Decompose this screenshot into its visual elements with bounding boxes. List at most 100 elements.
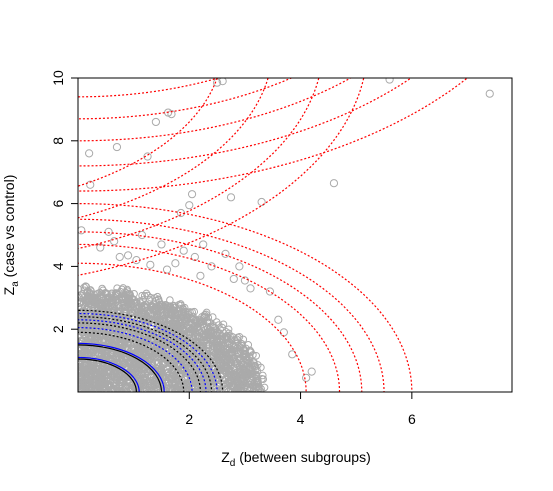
cloud-point	[183, 365, 192, 374]
dense-point-cloud	[78, 282, 269, 392]
cloud-point	[81, 282, 90, 290]
data-point-36	[265, 287, 275, 296]
cloud-point	[78, 314, 87, 323]
cloud-point	[111, 385, 120, 392]
cloud-point	[170, 307, 179, 315]
cloud-point	[207, 336, 216, 345]
cloud-point	[181, 387, 190, 392]
data-point-34	[246, 284, 255, 293]
cloud-point	[110, 374, 119, 383]
cloud-point	[227, 340, 236, 349]
cloud-point	[130, 299, 139, 308]
cloud-point	[128, 295, 137, 303]
data-point-1	[85, 149, 94, 158]
cloud-point	[207, 330, 216, 339]
cloud-point	[94, 374, 103, 382]
cloud-point	[252, 351, 261, 360]
cloud-point	[105, 294, 114, 303]
data-point-11	[143, 152, 152, 161]
cloud-point	[161, 332, 170, 340]
cloud-point	[179, 307, 188, 315]
red-boundary-1	[78, 78, 293, 120]
cloud-point	[118, 318, 127, 327]
y-axis: 2 4 6 8 10	[50, 70, 78, 333]
data-point-41	[307, 367, 316, 376]
cloud-point	[78, 290, 87, 298]
cloud-point	[95, 293, 104, 301]
plot-frame	[77, 77, 513, 393]
data-point-39	[288, 350, 297, 359]
cloud-point	[186, 352, 195, 360]
cloud-point	[177, 375, 186, 384]
cloud-point	[230, 375, 238, 383]
cloud-point	[133, 367, 141, 375]
data-point-30	[226, 193, 236, 202]
data-point-7	[115, 252, 124, 262]
cloud-point	[223, 340, 232, 348]
data-point-6	[112, 142, 122, 152]
cloud-point	[160, 323, 168, 332]
cloud-point	[247, 368, 256, 376]
red-boundary-7	[78, 78, 320, 250]
cloud-point	[106, 303, 114, 312]
cloud-point	[151, 353, 160, 362]
cloud-point	[176, 361, 185, 370]
cloud-point	[193, 360, 201, 368]
cloud-point	[188, 323, 197, 332]
cloud-point	[117, 387, 125, 392]
cloud-point	[182, 357, 190, 366]
cloud-point	[210, 371, 219, 380]
cloud-point	[129, 332, 138, 341]
data-point-4	[104, 227, 113, 236]
data-point-22	[187, 190, 197, 199]
cloud-point	[124, 290, 132, 298]
data-point-20	[179, 246, 188, 255]
cloud-point	[192, 316, 200, 325]
cloud-point	[199, 360, 207, 369]
cloud-point	[188, 308, 197, 316]
cloud-point	[235, 342, 244, 351]
cloud-point	[221, 360, 230, 368]
cloud-point	[105, 322, 113, 331]
cloud-point	[107, 296, 115, 304]
x-axis-title-main: Z	[221, 449, 230, 465]
cloud-point	[234, 361, 242, 369]
cloud-point	[169, 375, 177, 384]
cloud-point	[102, 304, 111, 313]
cloud-point	[113, 289, 121, 298]
data-point-42	[329, 179, 339, 188]
cloud-point	[126, 320, 135, 329]
cloud-point	[219, 366, 228, 375]
y-axis-title-main: Z	[1, 286, 17, 295]
cloud-point	[181, 385, 190, 392]
cloud-point	[183, 386, 191, 392]
cloud-point	[97, 294, 106, 302]
cloud-point	[216, 336, 225, 344]
cloud-point	[140, 302, 148, 310]
cloud-point	[192, 342, 201, 350]
data-point-29	[221, 249, 230, 258]
cloud-point	[177, 352, 186, 360]
cloud-point	[88, 385, 97, 392]
cloud-point	[166, 296, 174, 304]
cloud-point	[85, 363, 94, 372]
cloud-point	[208, 379, 217, 388]
cloud-point	[85, 327, 94, 335]
cloud-point	[218, 348, 226, 357]
cloud-point	[212, 331, 221, 340]
cloud-point	[114, 339, 123, 347]
y-tick-label-1: 4	[50, 262, 66, 270]
cloud-point	[103, 376, 111, 385]
cloud-point	[86, 376, 94, 385]
data-point-43	[385, 78, 394, 84]
cloud-point	[142, 300, 150, 308]
data-point-3	[96, 243, 105, 252]
red-boundary-5	[78, 78, 218, 187]
y-axis-title-sub: a	[10, 281, 21, 287]
cloud-point	[102, 368, 111, 376]
cloud-point	[90, 382, 99, 390]
cloud-point	[130, 358, 139, 366]
cloud-point	[172, 366, 180, 375]
